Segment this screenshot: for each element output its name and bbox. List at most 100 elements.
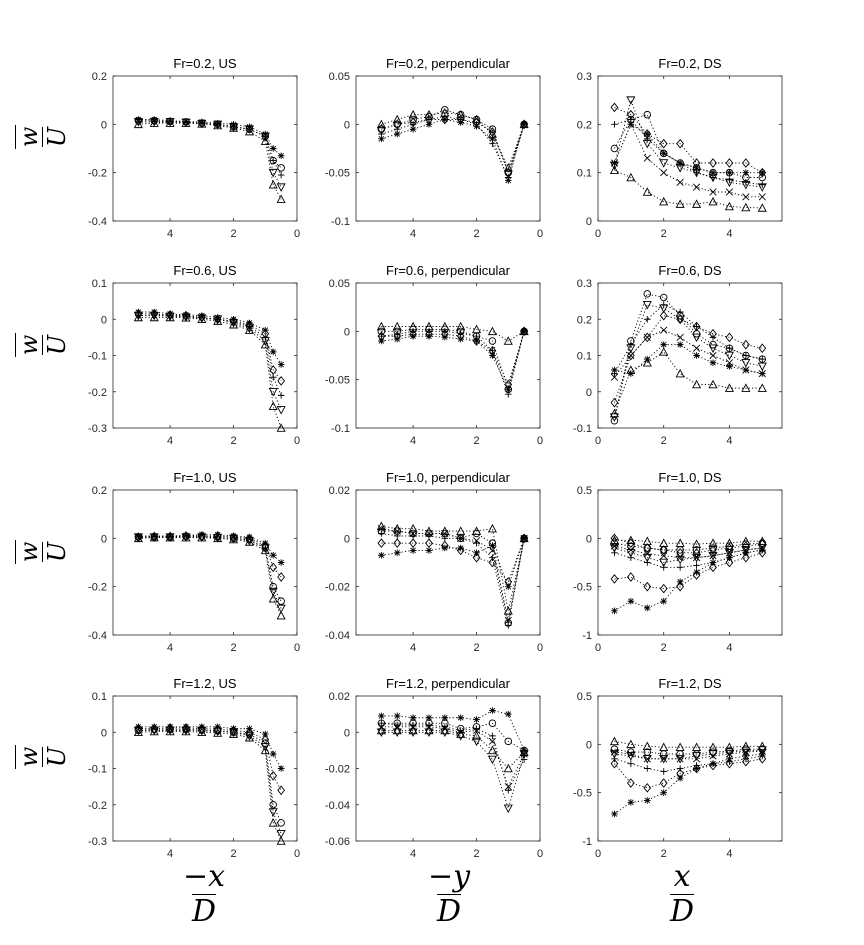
- data-point: [166, 725, 174, 734]
- data-point: [393, 130, 401, 138]
- data-point: [489, 352, 496, 359]
- data-point: [504, 710, 512, 718]
- data-point: [276, 830, 286, 839]
- plot-area: [597, 695, 783, 842]
- data-point: [269, 582, 277, 591]
- data-point: [277, 559, 285, 566]
- data-point: [377, 525, 385, 533]
- data-point: [393, 335, 401, 343]
- data-point: [610, 533, 619, 544]
- data-point: [709, 158, 717, 168]
- data-point: [660, 552, 668, 560]
- data-point: [709, 188, 717, 196]
- data-point: [627, 341, 635, 348]
- data-point: [627, 748, 635, 756]
- data-point: [489, 542, 496, 549]
- data-point: [758, 181, 766, 189]
- series-line-7: [614, 552, 763, 590]
- series-line-6: [614, 107, 763, 174]
- data-point: [488, 557, 497, 568]
- data-point: [269, 348, 277, 356]
- data-point: [519, 750, 529, 759]
- plot-area: [112, 489, 298, 636]
- data-point: [520, 121, 528, 128]
- data-point: [642, 301, 652, 310]
- data-point: [133, 119, 143, 129]
- data-point: [724, 201, 734, 211]
- data-point: [741, 383, 751, 392]
- data-point: [676, 178, 684, 186]
- data-point: [229, 534, 239, 544]
- data-point: [133, 311, 143, 321]
- data-point: [424, 728, 434, 738]
- data-point: [229, 728, 239, 738]
- y-tick-label: -0.06: [325, 836, 350, 848]
- plot-area: [355, 489, 541, 636]
- y-tick-label: 0.05: [329, 278, 350, 290]
- x-tick-label: 2: [661, 228, 667, 240]
- data-point: [276, 183, 286, 192]
- data-point: [692, 763, 701, 774]
- data-point: [376, 119, 386, 129]
- data-point: [213, 727, 222, 735]
- data-point: [741, 552, 750, 563]
- data-point: [456, 321, 466, 331]
- y-tick-label: -0.04: [325, 800, 350, 812]
- series-line-2: [381, 328, 525, 391]
- data-point: [708, 344, 718, 354]
- data-point: [643, 130, 651, 138]
- series-line-5: [381, 331, 525, 386]
- data-point: [758, 343, 767, 354]
- data-point: [165, 312, 175, 322]
- data-point: [660, 789, 668, 796]
- data-point: [165, 118, 175, 127]
- data-point: [611, 549, 618, 557]
- chart-panel-4: Fr=0.6, US 0.1 0 -0.1 -0.2 -0.3 4 2 0: [88, 263, 300, 447]
- chart-title: Fr=1.2, US: [173, 676, 237, 691]
- y-tick-label: -0.5: [573, 788, 592, 800]
- data-point: [659, 138, 668, 149]
- data-point: [472, 731, 482, 740]
- data-point: [149, 311, 159, 321]
- data-point: [520, 119, 529, 130]
- series-line-2: [381, 722, 525, 751]
- series-line-3: [381, 533, 525, 626]
- y-tick-label: -0.2: [88, 168, 107, 180]
- series-line-3: [138, 728, 282, 824]
- data-point: [693, 568, 700, 576]
- data-point: [643, 332, 652, 343]
- data-point: [757, 362, 767, 372]
- x-tick-label: 4: [726, 642, 732, 654]
- data-point: [197, 314, 207, 323]
- chart-title: Fr=0.2, perpendicular: [386, 56, 511, 71]
- data-point: [709, 562, 717, 573]
- data-point: [725, 359, 734, 367]
- data-point: [133, 533, 143, 543]
- data-point: [472, 537, 481, 545]
- data-point: [244, 732, 254, 741]
- y-tick-label: -0.1: [331, 423, 350, 435]
- chart-panel-11: Fr=1.2, perpendicular 0.02 0 -0.02 -0.04 -0.0…: [325, 676, 543, 860]
- data-point: [627, 554, 635, 561]
- data-point: [269, 551, 277, 559]
- data-point: [441, 535, 449, 542]
- data-point: [659, 310, 668, 321]
- series-line-5: [614, 547, 763, 563]
- series-line-1: [381, 109, 525, 175]
- data-point: [376, 521, 386, 530]
- series-line-2: [138, 535, 282, 578]
- data-point: [609, 736, 619, 746]
- x-tick-label: 0: [537, 435, 543, 447]
- data-point: [504, 577, 513, 587]
- x-tick-label: 2: [661, 642, 667, 654]
- data-point: [692, 344, 701, 352]
- data-point: [457, 544, 464, 552]
- plot-area: [355, 282, 541, 429]
- series-line-1: [381, 710, 525, 751]
- data-point: [181, 118, 191, 127]
- x-tick-label: 0: [595, 435, 601, 447]
- data-point: [503, 804, 513, 814]
- data-point: [409, 714, 417, 722]
- x-tick-label: 0: [595, 228, 601, 240]
- data-point: [660, 301, 668, 309]
